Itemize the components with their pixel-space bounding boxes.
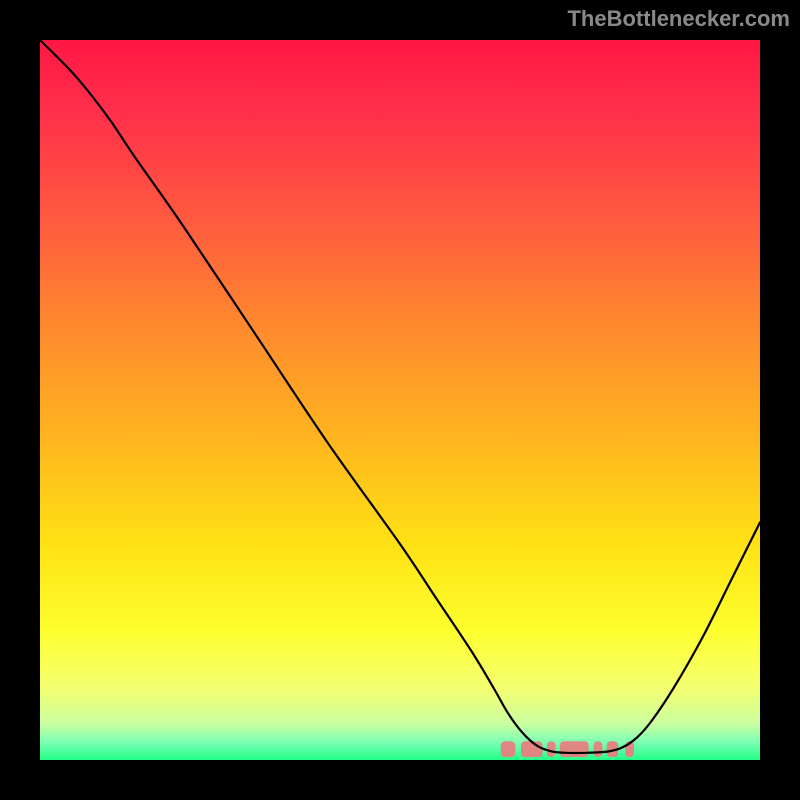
marker-segment — [560, 741, 589, 757]
marker-segment — [501, 741, 515, 757]
figure-root: TheBottlenecker.com — [0, 0, 800, 800]
bottleneck-curve-chart — [0, 0, 800, 800]
marker-segment — [594, 741, 603, 757]
plot-background — [40, 40, 760, 760]
marker-segment — [547, 741, 556, 757]
marker-segment — [521, 741, 543, 757]
watermark-text: TheBottlenecker.com — [567, 6, 790, 32]
